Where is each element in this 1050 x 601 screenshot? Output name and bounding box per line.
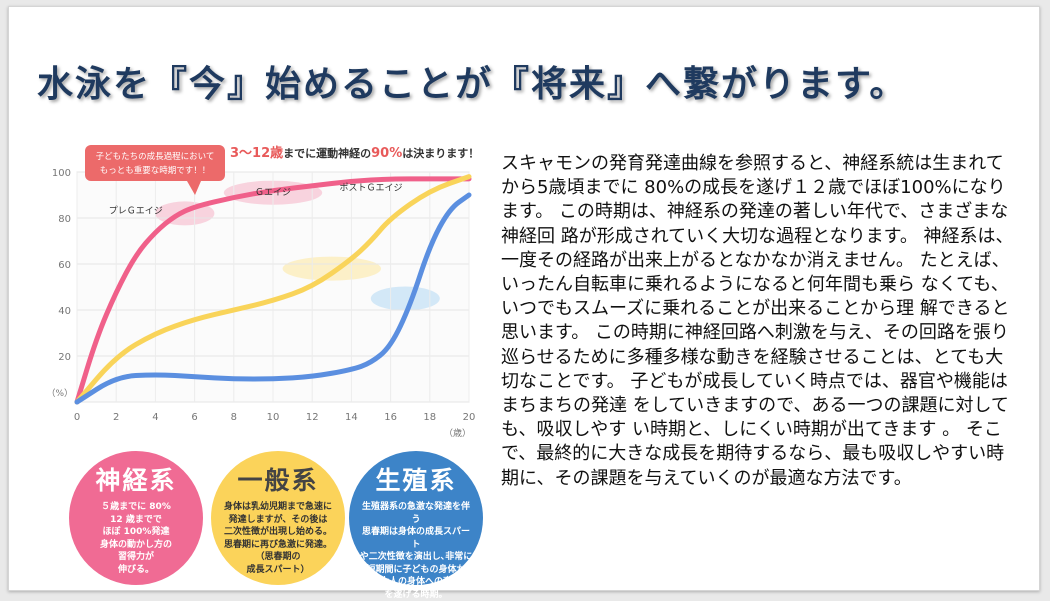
body-text: スキャモンの発育発達曲線を参照すると、神経系統は生まれて から5歳頃までに 80… <box>501 153 1014 489</box>
highlight-band <box>282 256 381 281</box>
stage-label: Ｇエイジ <box>255 188 291 198</box>
y-tick-label: 80 <box>58 214 71 225</box>
y-tick-label: 20 <box>58 352 71 363</box>
chart-svg: 20 40 60 80 100 0 2 4 6 8 10 12 14 16 18 20 （%） （歳） プレＧエイジ… <box>46 145 479 439</box>
callout-line: 子どもたちの成長過程において <box>96 151 215 162</box>
x-tick-label: 4 <box>152 412 158 423</box>
x-tick-label: 20 <box>463 412 476 423</box>
headline-part: は決まります！ <box>402 146 479 160</box>
circle-heading: 生殖系 <box>375 466 457 495</box>
x-tick-label: 18 <box>423 412 436 423</box>
circle-heading: 神経系 <box>95 466 177 495</box>
x-tick-label: 10 <box>267 412 280 423</box>
circle-body: 身体は乳幼児期まで急速に 発達しますが、その後は 二次性徴が出現し始める。 思春… <box>223 502 332 575</box>
general-system-circle: 一般系 身体は乳幼児期まで急速に 発達しますが、その後は 二次性徴が出現し始める… <box>211 451 345 585</box>
headline-part: までに運動神経の <box>283 146 371 160</box>
x-tick-label: 2 <box>113 412 119 423</box>
x-tick-label: 14 <box>345 412 358 423</box>
chart-headline: 3～12歳までに運動神経の90%は決まります！ <box>230 145 479 161</box>
reproductive-system-circle: 生殖系 生殖器系の急激な発達を伴う 思春期は身体の成長スパート や二次性徴を演出… <box>349 451 483 600</box>
highlight-band <box>370 286 440 311</box>
stage-label: ポストＧエイジ <box>339 182 402 193</box>
y-tick-label: 100 <box>52 168 71 179</box>
headline-part: 3～12歳 <box>230 145 283 161</box>
slide: 水泳を『今』始めることが『将来』へ繋がります。 20 40 60 80 100 0 2 4 6 8… <box>8 6 1040 600</box>
x-tick-label: 0 <box>74 412 80 423</box>
general-curve <box>74 174 472 405</box>
x-tick-label: 12 <box>306 412 319 423</box>
x-axis-label: （歳） <box>444 427 471 439</box>
x-tick-label: 8 <box>231 412 237 423</box>
reproductive-curve <box>74 192 472 405</box>
x-tick-label: 16 <box>384 412 397 423</box>
callout-line: もっとも重要な時期です！！ <box>100 165 211 176</box>
circle-body: ５歳までに 80% 12 歳までで ほぼ 100%発達 身体の動かし方の 習得力… <box>99 502 172 575</box>
y-tick-label: 60 <box>58 260 71 271</box>
y-axis-label: （%） <box>46 388 73 399</box>
circle-body: 生殖器系の急激な発達を伴う 思春期は身体の成長スパート や二次性徴を演出し､非常… <box>359 502 473 600</box>
stage-label: プレＧエイジ <box>109 205 163 216</box>
growth-curve-chart: 20 40 60 80 100 0 2 4 6 8 10 12 14 16 18 20 （%） （歳） プレＧエイジ… <box>37 137 491 447</box>
callout-pointer <box>187 181 201 195</box>
nervous-curve <box>74 176 472 405</box>
nervous-system-circle: 神経系 ５歳までに 80% 12 歳までで ほぼ 100%発達 身体の動かし方の… <box>69 451 203 585</box>
slide-title: 水泳を『今』始めることが『将来』へ繋がります。 <box>37 64 908 105</box>
callout-box <box>85 145 225 181</box>
y-tick-label: 40 <box>58 306 71 317</box>
x-tick-label: 6 <box>191 412 197 423</box>
headline-part: 90% <box>371 146 402 161</box>
circle-heading: 一般系 <box>237 466 319 495</box>
